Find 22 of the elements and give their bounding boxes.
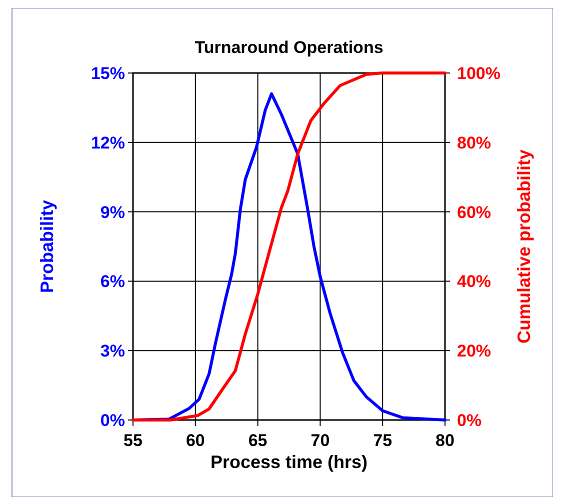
chart-title: Turnaround Operations (194, 38, 384, 57)
x-axis-title: Process time (hrs) (210, 452, 368, 472)
y2-tick-label: 60% (457, 202, 492, 222)
y-axis-title: Probability (37, 200, 57, 294)
y-tick-label: 9% (100, 202, 125, 222)
x-tick-label: 70 (310, 431, 330, 450)
y2-tick-label: 80% (457, 133, 492, 152)
x-tick-label: 65 (248, 431, 268, 450)
y2-tick-label: 100% (457, 64, 500, 83)
y-tick-label: 3% (100, 342, 125, 361)
x-tick-label: 55 (124, 431, 142, 450)
x-tick-label: 80 (436, 431, 454, 450)
y2-tick-label: 40% (457, 272, 492, 292)
y-tick-label: 12% (90, 133, 125, 152)
y-tick-label: 0% (100, 411, 125, 430)
y-tick-label: 6% (100, 272, 125, 292)
y2-tick-label: 0% (457, 411, 482, 430)
y2-tick-label: 20% (457, 342, 492, 361)
y2-axis-title: Cumulative probability (514, 149, 534, 344)
x-tick-label: 75 (373, 431, 392, 450)
y-tick-label: 15% (90, 64, 125, 83)
x-tick-label: 60 (186, 431, 205, 450)
